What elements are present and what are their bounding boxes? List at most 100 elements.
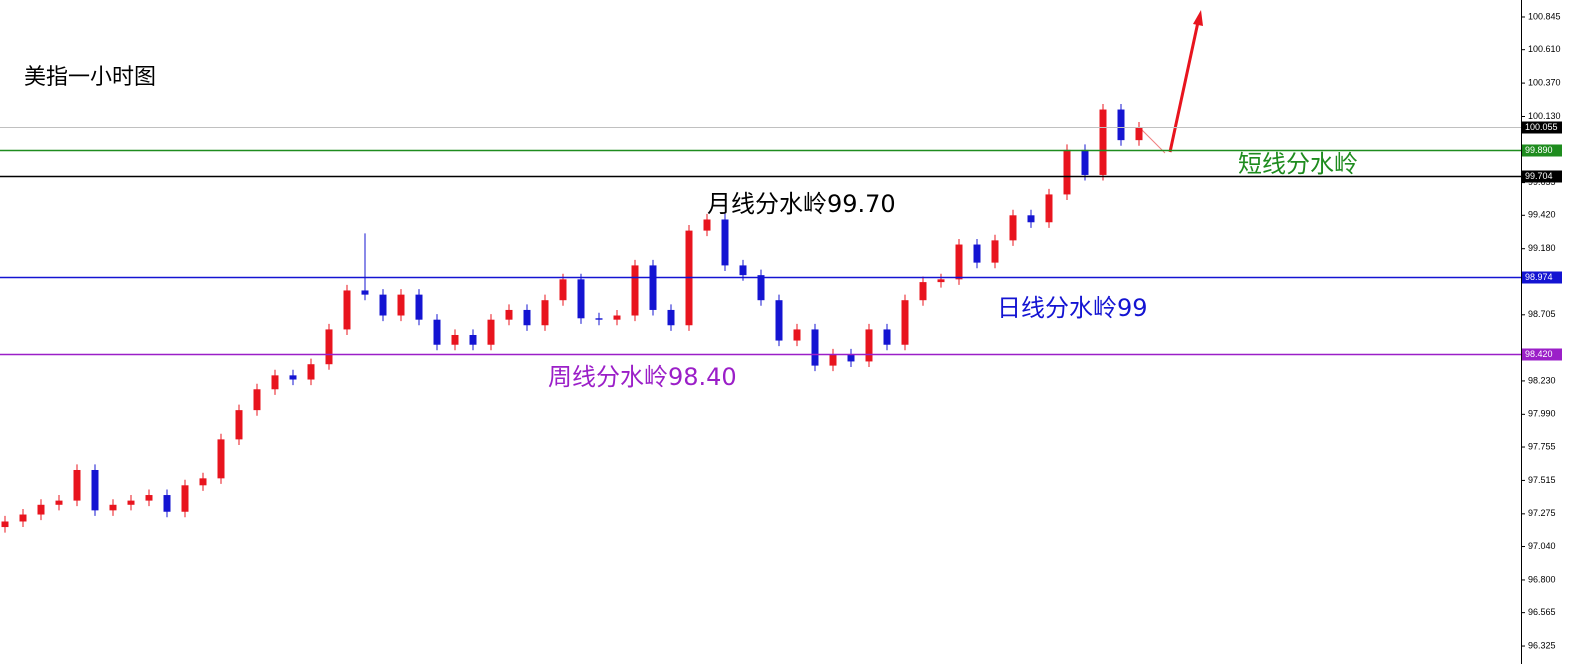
candle-body: [1027, 215, 1035, 223]
candle-body: [307, 364, 315, 380]
y-tick-label: 99.420: [1528, 210, 1556, 220]
candle-body: [451, 334, 459, 345]
level-tag-label: 100.055: [1525, 122, 1558, 132]
annotation: 周线分水岭98.40: [548, 363, 737, 391]
marks: 100.845100.610100.370100.13099.65599.420…: [0, 11, 1562, 650]
y-tick-label: 97.515: [1528, 475, 1556, 485]
candle-body: [811, 329, 819, 366]
candle-body: [415, 294, 423, 320]
candle-body: [721, 219, 729, 266]
chart-title: 美指一小时图: [24, 65, 156, 90]
candle-body: [1117, 109, 1125, 141]
candle-body: [865, 329, 873, 362]
y-tick-label: 100.610: [1528, 44, 1561, 54]
candle-body: [631, 265, 639, 316]
candle-body: [55, 500, 63, 505]
candle-body: [757, 275, 765, 301]
candle-body: [1009, 215, 1017, 241]
candle-body: [901, 300, 909, 345]
y-tick-label: 97.040: [1528, 541, 1556, 551]
candle-body: [253, 389, 261, 411]
level-tag: [1522, 271, 1562, 284]
y-tick-label: 96.325: [1528, 640, 1556, 650]
level-tag-label: 99.704: [1525, 171, 1553, 181]
candle-body: [991, 240, 999, 263]
candle-body: [793, 329, 801, 341]
candle-body: [523, 309, 531, 326]
candle-body: [505, 309, 513, 320]
candle-body: [775, 300, 783, 341]
candle-body: [649, 265, 657, 310]
candle-body: [541, 300, 549, 326]
candle-body: [91, 469, 99, 511]
candle-body: [919, 282, 927, 301]
y-tick-label: 100.845: [1528, 11, 1561, 21]
candle-body: [145, 495, 153, 501]
candle-body: [343, 290, 351, 330]
y-tick-label: 96.800: [1528, 574, 1556, 584]
candle-body: [973, 244, 981, 263]
y-tick-label: 100.130: [1528, 111, 1561, 121]
candle-body: [487, 319, 495, 345]
candle-body: [829, 354, 837, 366]
y-tick-label: 98.705: [1528, 309, 1556, 319]
level-tag: [1522, 170, 1562, 183]
candle-body: [217, 439, 225, 479]
y-tick-label: 97.755: [1528, 441, 1556, 451]
candle-body: [19, 514, 27, 522]
candle-body: [37, 504, 45, 515]
level-tag-label: 98.974: [1525, 272, 1553, 282]
candle-body: [883, 329, 891, 345]
candle-body: [559, 279, 567, 301]
candle-body: [289, 375, 297, 380]
candle-body: [937, 279, 945, 283]
candle-body: [235, 410, 243, 440]
candle-body: [667, 309, 675, 326]
candle-body: [379, 294, 387, 316]
candle-body: [271, 375, 279, 390]
candle-body: [1099, 109, 1107, 175]
annotation: 日线分水岭99: [997, 294, 1148, 322]
y-tick-label: 99.180: [1528, 243, 1556, 253]
projection-arrow: [1168, 21, 1200, 153]
candle-body: [613, 315, 621, 320]
candle-body: [325, 329, 333, 365]
candle-body: [433, 319, 441, 345]
candle-body: [199, 478, 207, 486]
candle-body: [739, 265, 747, 276]
candle-body: [109, 504, 117, 511]
candle-body: [703, 219, 711, 231]
candle-body: [397, 294, 405, 316]
candle-body: [595, 318, 603, 320]
level-tag: [1522, 121, 1562, 134]
candle-body: [127, 500, 135, 505]
level-tag-label: 98.420: [1525, 349, 1553, 359]
candle-body: [1, 521, 9, 528]
candle-body: [181, 485, 189, 512]
level-tag: [1522, 348, 1562, 361]
arrow-head: [1193, 10, 1203, 26]
candle-body: [955, 244, 963, 280]
candle-body: [577, 279, 585, 319]
candle-body: [163, 495, 171, 512]
y-tick-label: 96.565: [1528, 607, 1556, 617]
y-tick-label: 97.990: [1528, 409, 1556, 419]
y-tick-label: 100.370: [1528, 77, 1561, 87]
candle-body: [361, 290, 369, 295]
candle-body: [1045, 194, 1053, 223]
projection-line: [1139, 127, 1166, 154]
candle-body: [847, 354, 855, 362]
candle-body: [1081, 149, 1089, 175]
level-tag: [1522, 144, 1562, 157]
annotation: 短线分水岭: [1238, 150, 1358, 178]
y-tick-label: 97.275: [1528, 508, 1556, 518]
candle-body: [1063, 149, 1071, 195]
candle-body: [73, 469, 81, 501]
annotation: 月线分水岭99.70: [707, 190, 896, 218]
level-tag-label: 99.890: [1525, 145, 1553, 155]
y-tick-label: 98.230: [1528, 375, 1556, 385]
candle-body: [469, 334, 477, 345]
candle-body: [1135, 127, 1143, 141]
